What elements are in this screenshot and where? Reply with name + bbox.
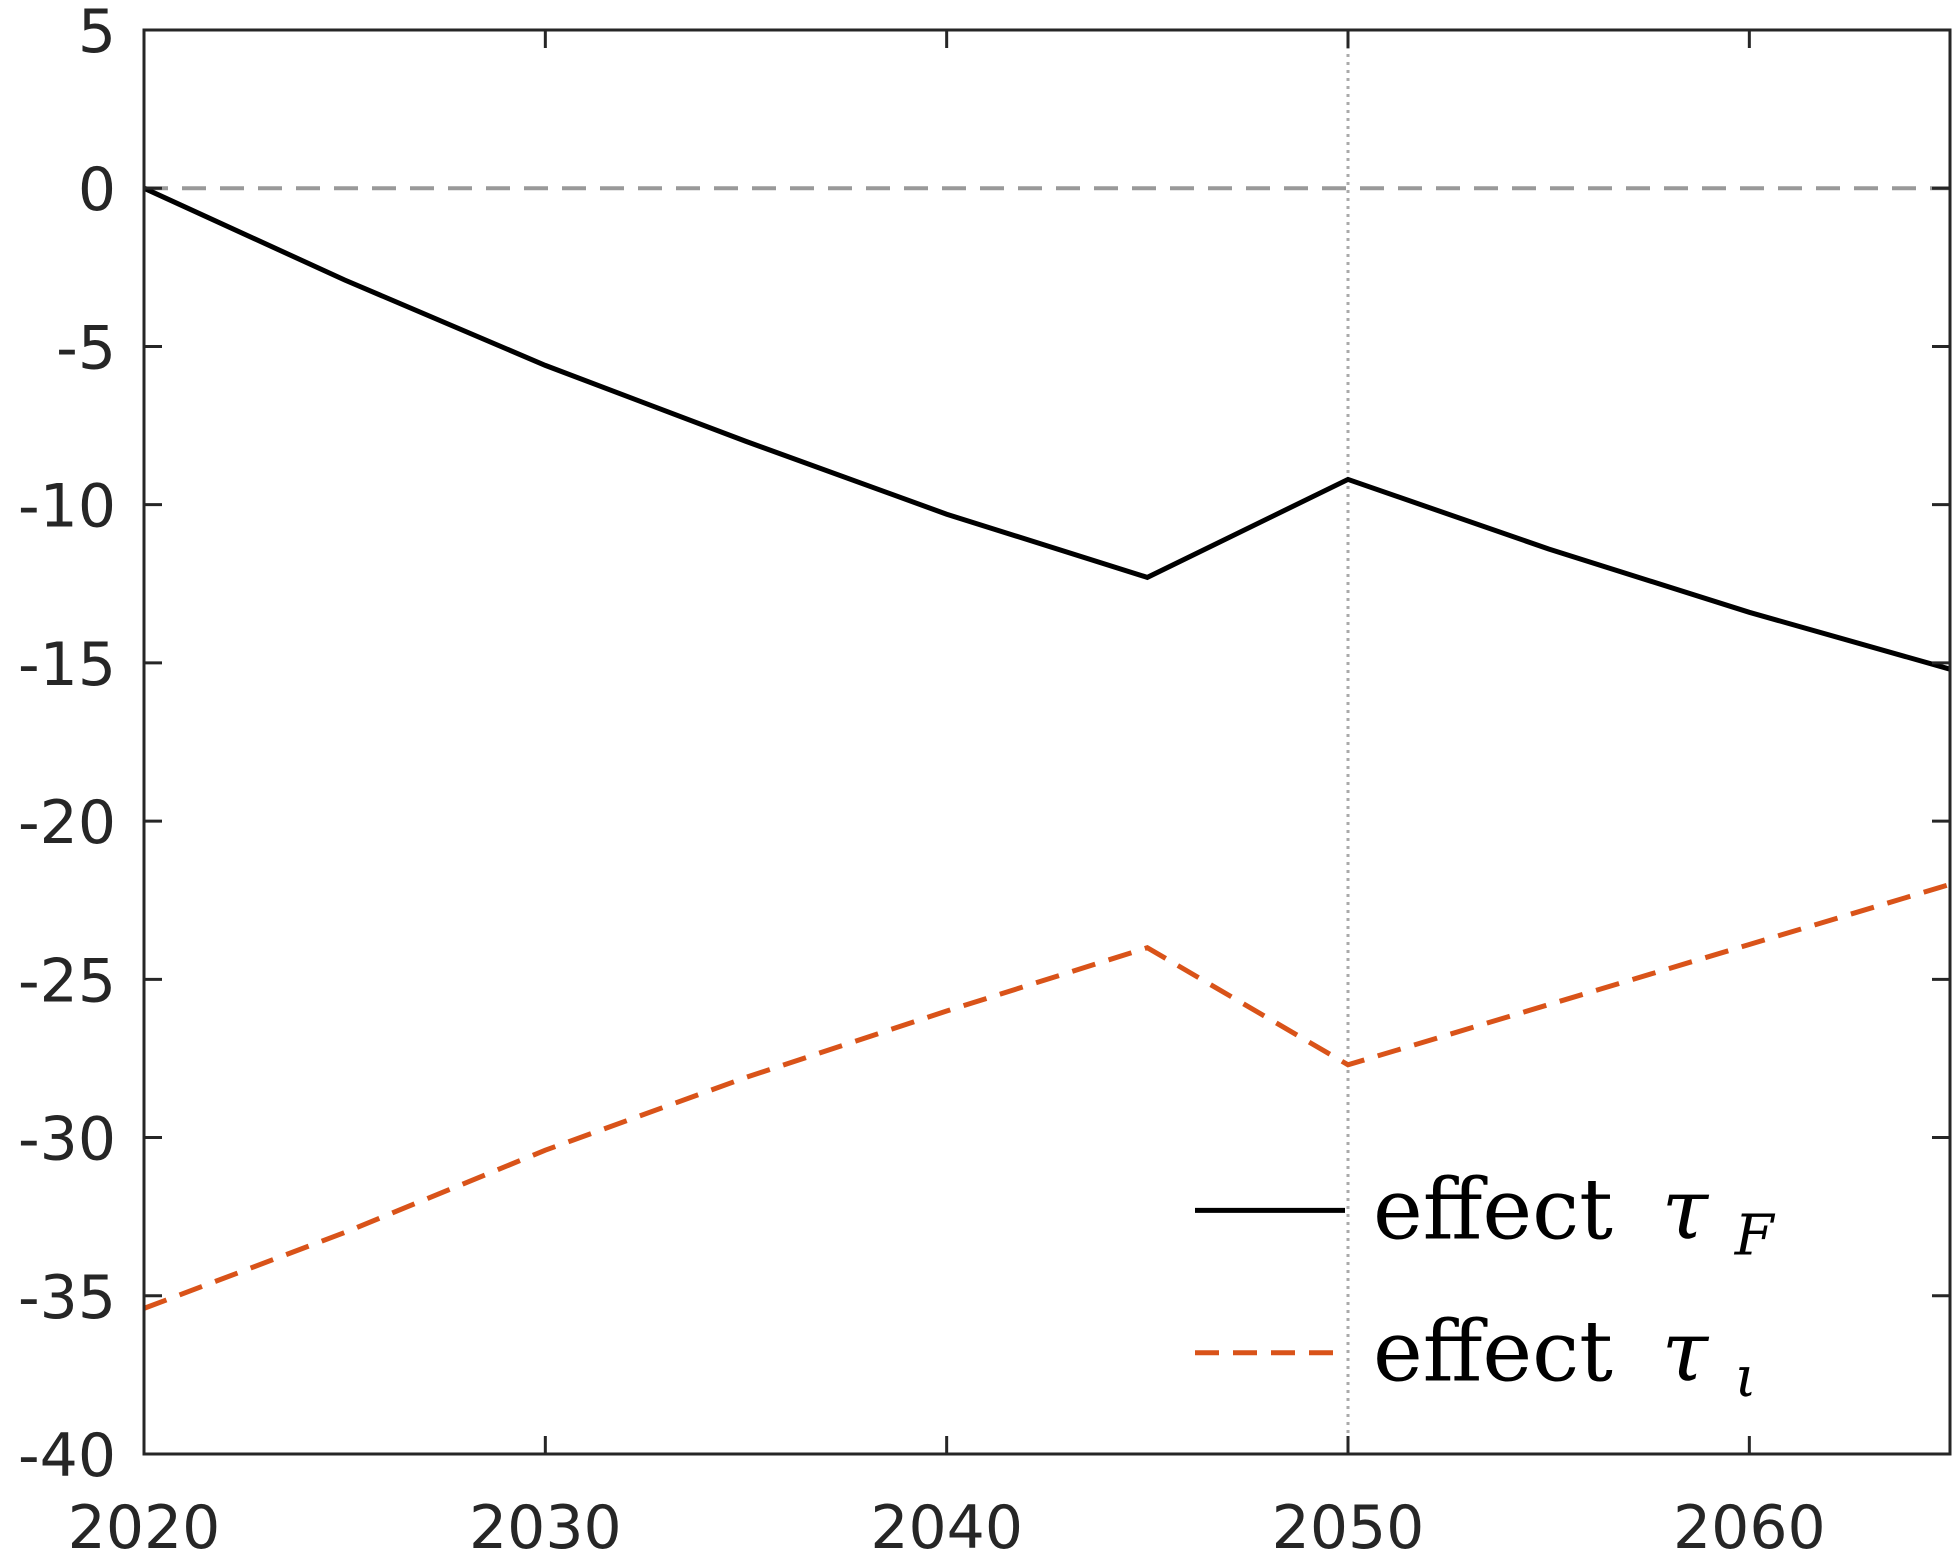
- y-tick-label-0: 0: [78, 155, 116, 225]
- y-tick-label--20: -20: [18, 788, 116, 858]
- y-tick-label--40: -40: [18, 1421, 116, 1491]
- legend: effect τ F effect τ ι: [1195, 1160, 1776, 1411]
- x-tick-label-2040: 2040: [870, 1493, 1023, 1553]
- x-tick-label-2050: 2050: [1272, 1493, 1425, 1553]
- series-line-1: [143, 882, 1951, 1311]
- series-line-0: [142, 185, 1951, 672]
- x-tick-label-2020: 2020: [68, 1493, 221, 1553]
- reference-lines: [144, 30, 1950, 1454]
- y-tick-label--15: -15: [18, 630, 116, 700]
- y-tick-label--10: -10: [18, 472, 116, 542]
- y-tick-label-5: 5: [78, 0, 116, 67]
- tick-labels: 2020 2030 2040 2050 2060 5 0 -5 -10 -15 -20 -25 -30 -…: [18, 0, 1826, 1553]
- y-tick-label--35: -35: [18, 1263, 116, 1333]
- x-tick-label-2060: 2060: [1673, 1493, 1826, 1553]
- legend-label-effect-tau-iota: effect τ ι: [1373, 1303, 1757, 1411]
- x-tick-label-2030: 2030: [469, 1493, 622, 1553]
- axes: [142, 28, 1952, 1456]
- y-tick-label--30: -30: [18, 1105, 116, 1175]
- plot-frame: [142, 28, 1952, 1456]
- y-tick-label--25: -25: [18, 946, 116, 1016]
- y-tick-label--5: -5: [56, 313, 116, 383]
- series-layer: [142, 185, 1951, 1311]
- legend-label-effect-tau-f: effect τ F: [1373, 1160, 1776, 1268]
